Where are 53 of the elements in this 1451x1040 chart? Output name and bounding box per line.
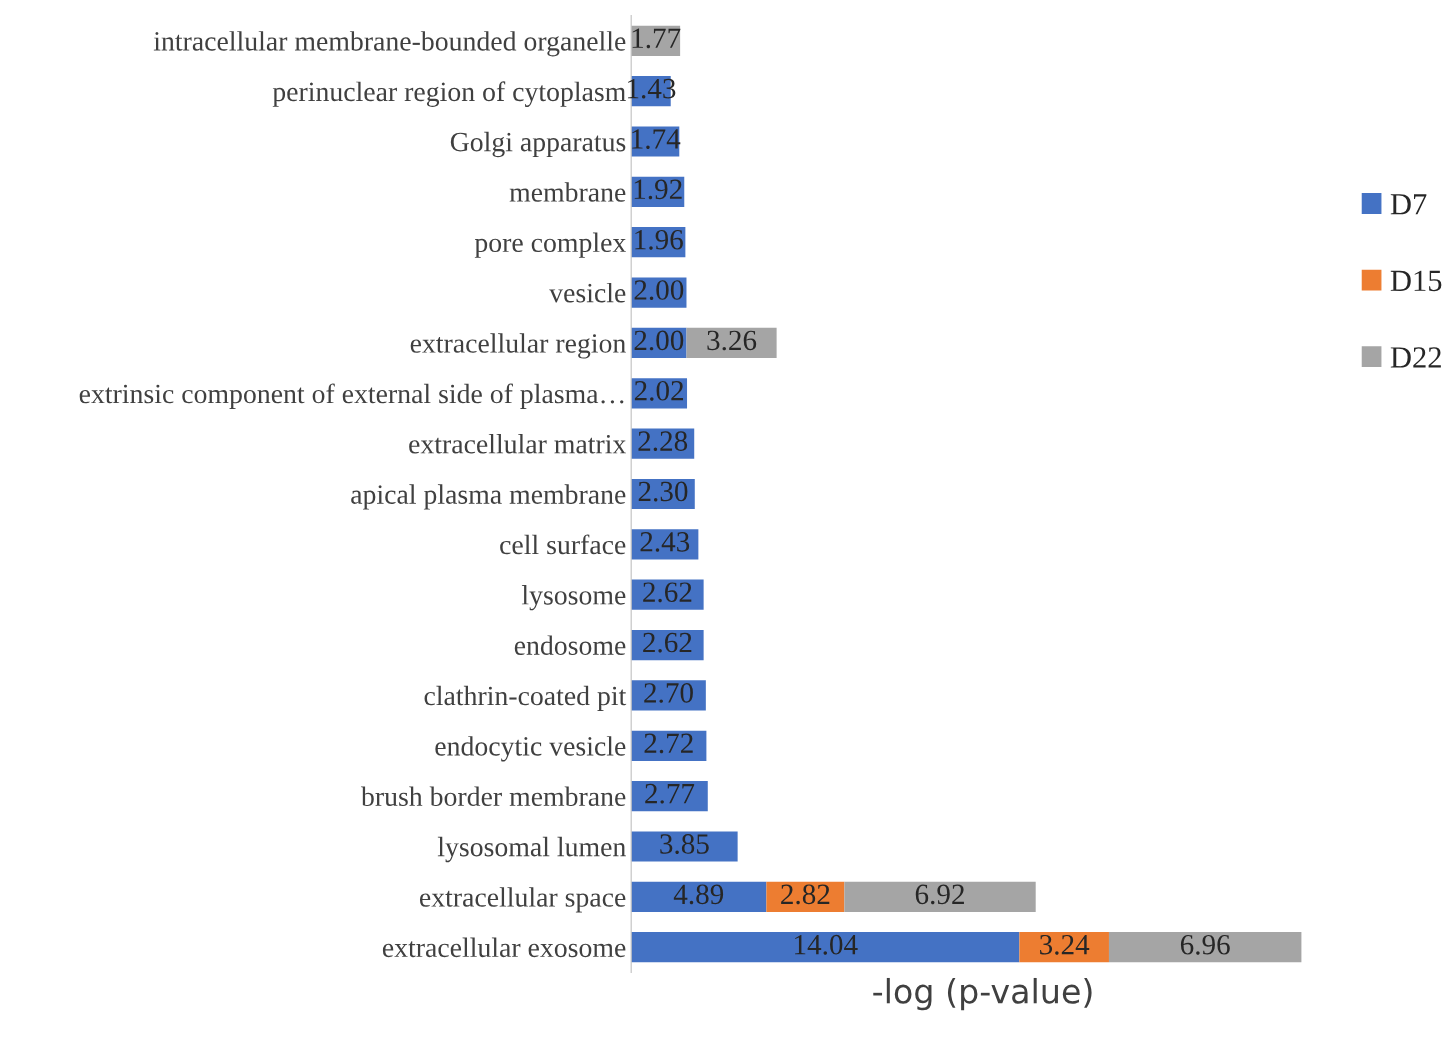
bar (631, 932, 1020, 963)
data-label: 2.62 (643, 632, 692, 653)
y-tick-label: cell surface (500, 534, 626, 555)
bar (1019, 932, 1109, 963)
data-label: 3.26 (707, 330, 757, 351)
bar (631, 680, 706, 711)
data-label: 2.70 (644, 683, 693, 703)
y-tick-label: clathrin-coated pit (424, 685, 627, 711)
bar (631, 831, 738, 862)
data-label: 1.96 (635, 229, 683, 250)
data-label: 3.24 (1040, 934, 1090, 955)
y-tick-label: lysosomal lumen (437, 836, 626, 863)
legend-label: D15 (1390, 270, 1442, 292)
bar (631, 881, 767, 912)
data-label: 2.82 (781, 884, 830, 905)
bar (1108, 932, 1302, 963)
data-label: 2.30 (638, 481, 688, 502)
data-label: 3.85 (660, 834, 709, 854)
legend-label: D22 (1390, 347, 1441, 368)
bar (686, 327, 777, 359)
y-tick-label: pore complex (474, 232, 626, 258)
y-tick-label: extracellular region (410, 333, 626, 359)
y-tick-label: endosome (514, 635, 626, 655)
bar (631, 781, 708, 812)
data-label: 6.92 (915, 884, 964, 905)
y-tick-label: intracellular membrane-bounded organelle (153, 31, 626, 57)
x-axis-title: -log (p-value) (873, 977, 1092, 1011)
y-tick-label: vesicle (549, 282, 626, 303)
data-label: 2.77 (645, 783, 695, 804)
y-tick-label: Golgi apparatus (450, 131, 626, 158)
y-tick-label: extracellular space (419, 887, 626, 913)
data-label: 14.04 (795, 934, 858, 955)
y-tick-label: endocytic vesicle (435, 736, 626, 762)
y-tick-label: perinuclear region of cytoplasm (272, 81, 626, 107)
y-tick-label: extracellular matrix (409, 434, 626, 454)
data-label: 2.72 (644, 733, 693, 754)
data-label: 1.92 (634, 179, 682, 200)
data-label: 4.89 (673, 884, 724, 905)
y-tick-label: membrane (509, 182, 626, 202)
y-tick-label: brush border membrane (360, 786, 626, 807)
bar (844, 881, 1036, 912)
y-tick-label: extracellular exosome (382, 937, 626, 958)
data-label: 2.02 (634, 380, 684, 401)
data-label: 2.62 (643, 582, 692, 603)
data-label: 2.00 (634, 330, 684, 351)
data-label: 6.96 (1180, 934, 1230, 955)
legend-label: D7 (1390, 194, 1427, 215)
data-label: 2.43 (640, 532, 690, 552)
y-tick-label: extrinsic component of external side of plasma… (79, 383, 624, 409)
data-label: 2.00 (634, 280, 684, 300)
y-tick-label: lysosome (521, 585, 626, 611)
data-label: 2.28 (638, 431, 688, 452)
y-tick-label: apical plasma membrane (351, 484, 626, 510)
